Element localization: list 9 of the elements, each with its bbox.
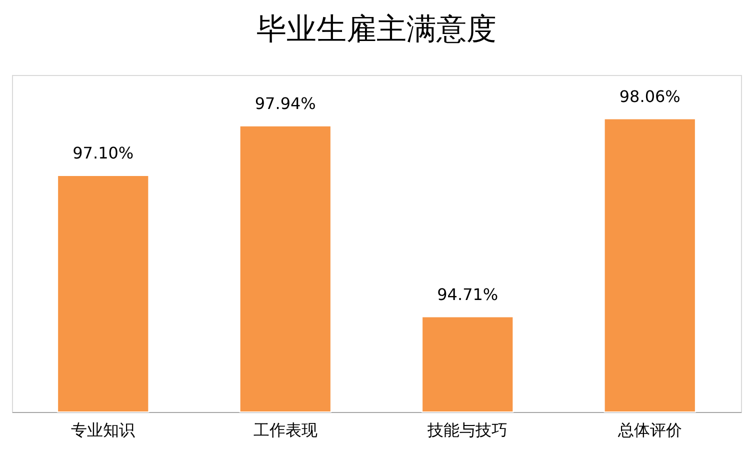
x-tick-label: 技能与技巧 [426,420,508,440]
data-label: 94.71% [437,284,498,304]
x-tick-label: 专业知识 [71,420,136,440]
data-label: 98.06% [619,86,680,106]
x-tick-label: 总体评价 [616,420,682,440]
data-label: 97.10% [72,144,134,163]
data-label: 97.94% [254,94,316,113]
x-tick-label: 工作表现 [253,420,318,440]
chart-title: 毕业生雇主满意度 [256,12,496,47]
